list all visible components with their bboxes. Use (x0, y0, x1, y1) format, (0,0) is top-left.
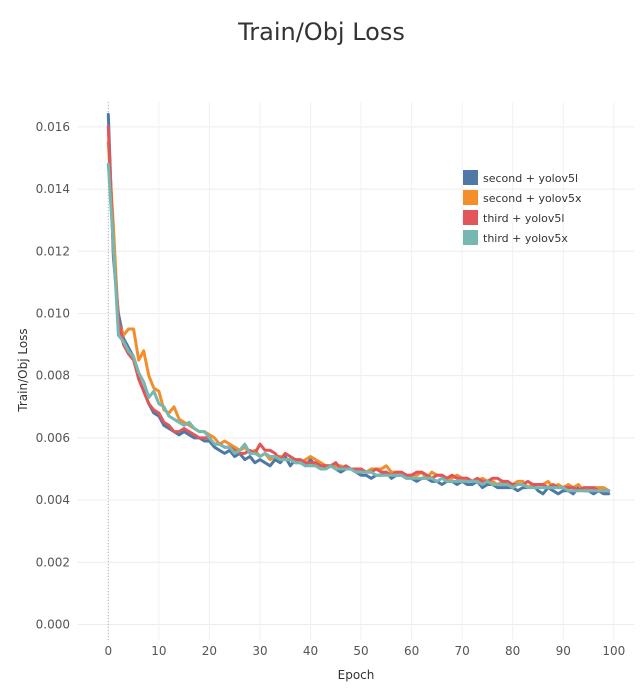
grid-layer (78, 102, 634, 640)
series-line-3 (106, 162, 611, 493)
x-axis-ticks: 0 10 20 30 40 50 60 70 80 90 100 (105, 644, 626, 658)
y-axis-label: Train/Obj Loss (16, 328, 30, 412)
y-tick-label: 0.010 (36, 306, 70, 320)
x-tick-label: 90 (556, 644, 571, 658)
series-layer (106, 112, 611, 496)
x-tick-label: 100 (602, 644, 625, 658)
y-tick-label: 0.006 (36, 431, 70, 445)
legend-label: second + yolov5x (483, 192, 582, 205)
y-tick-label: 0.002 (36, 555, 70, 569)
x-tick-label: 60 (404, 644, 419, 658)
x-tick-label: 0 (105, 644, 113, 658)
y-tick-label: 0.004 (36, 493, 70, 507)
series-line-2 (106, 125, 611, 493)
x-tick-label: 70 (455, 644, 470, 658)
legend-swatch (463, 170, 478, 185)
legend-swatch (463, 210, 478, 225)
y-tick-label: 0.014 (36, 182, 70, 196)
legend-label: third + yolov5l (483, 212, 564, 225)
x-tick-label: 30 (252, 644, 267, 658)
legend-label: third + yolov5x (483, 232, 568, 245)
y-axis-ticks: 0.000 0.002 0.004 0.006 0.008 0.010 0.012 0.014… (36, 120, 70, 632)
x-tick-label: 40 (303, 644, 318, 658)
x-axis-label: Epoch (338, 668, 375, 682)
y-tick-label: 0.016 (36, 120, 70, 134)
legend-swatch (463, 230, 478, 245)
y-tick-label: 0.012 (36, 244, 70, 258)
legend-swatch (463, 190, 478, 205)
legend: second + yolov5l second + yolov5x third + … (463, 170, 582, 245)
y-tick-label: 0.008 (36, 369, 70, 383)
x-tick-label: 10 (151, 644, 166, 658)
chart-title: Train/Obj Loss (238, 18, 405, 46)
x-tick-label: 50 (353, 644, 368, 658)
y-tick-label: 0.000 (36, 617, 70, 631)
x-tick-label: 80 (505, 644, 520, 658)
legend-label: second + yolov5l (483, 172, 578, 185)
x-tick-label: 20 (202, 644, 217, 658)
